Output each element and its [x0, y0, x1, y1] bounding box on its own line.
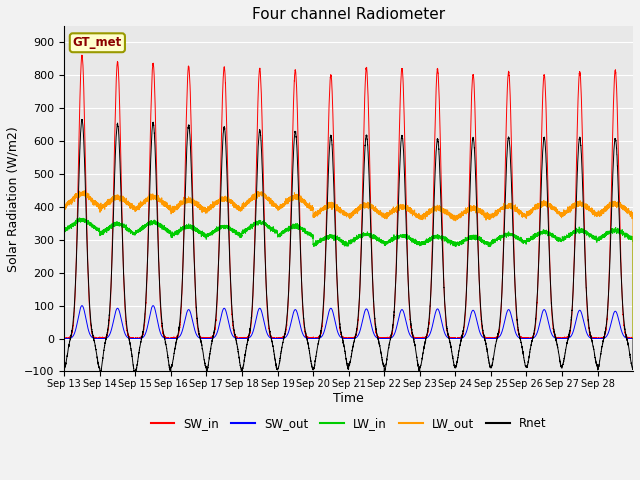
LW_out: [316, 209, 323, 215]
SW_out: [60, 336, 68, 341]
LW_in: [556, 238, 564, 244]
Line: SW_out: SW_out: [64, 306, 633, 338]
Title: Four channel Radiometer: Four channel Radiometer: [252, 7, 445, 22]
SW_in: [60, 336, 68, 341]
SW_out: [235, 336, 243, 341]
Line: SW_in: SW_in: [64, 55, 633, 338]
LW_in: [316, 239, 323, 244]
SW_out: [629, 336, 637, 341]
Line: LW_in: LW_in: [64, 218, 633, 338]
SW_out: [556, 336, 564, 341]
Rnet: [629, 336, 637, 341]
LW_in: [629, 336, 637, 341]
Rnet: [60, 365, 68, 371]
Rnet: [557, 361, 564, 367]
Rnet: [96, 372, 104, 377]
SW_in: [81, 107, 88, 112]
LW_out: [60, 203, 68, 209]
LW_out: [208, 204, 216, 210]
SW_in: [557, 335, 564, 341]
LW_in: [235, 232, 243, 238]
Line: Rnet: Rnet: [64, 120, 633, 374]
Rnet: [78, 117, 86, 122]
SW_out: [488, 336, 495, 341]
SW_out: [78, 303, 86, 309]
Rnet: [81, 150, 88, 156]
Legend: SW_in, SW_out, LW_in, LW_out, Rnet: SW_in, SW_out, LW_in, LW_out, Rnet: [146, 412, 552, 435]
X-axis label: Time: Time: [333, 392, 364, 405]
SW_in: [488, 336, 495, 341]
Y-axis label: Solar Radiation (W/m2): Solar Radiation (W/m2): [7, 126, 20, 272]
SW_in: [629, 336, 637, 341]
LW_out: [556, 212, 564, 217]
SW_out: [81, 308, 88, 313]
Rnet: [208, 341, 216, 347]
Rnet: [235, 355, 243, 360]
Rnet: [488, 364, 495, 370]
SW_in: [208, 335, 216, 340]
LW_in: [76, 215, 84, 221]
SW_in: [235, 335, 243, 341]
SW_in: [78, 52, 86, 58]
SW_out: [316, 335, 323, 341]
LW_out: [488, 212, 495, 218]
SW_out: [208, 336, 216, 341]
SW_in: [316, 334, 323, 339]
Text: GT_met: GT_met: [73, 36, 122, 49]
LW_in: [81, 216, 88, 222]
Rnet: [316, 336, 323, 341]
SW_in: [60, 336, 68, 341]
LW_in: [488, 239, 495, 245]
LW_in: [60, 227, 68, 233]
Line: LW_out: LW_out: [64, 191, 633, 338]
LW_out: [235, 208, 243, 214]
LW_out: [81, 188, 88, 194]
LW_in: [208, 232, 216, 238]
LW_out: [629, 336, 637, 341]
LW_out: [80, 188, 88, 194]
